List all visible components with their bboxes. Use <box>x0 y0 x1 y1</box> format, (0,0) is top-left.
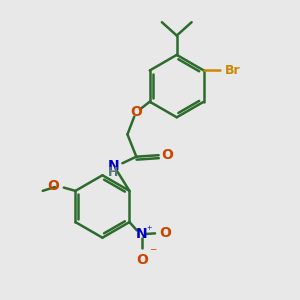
Text: O: O <box>159 226 171 240</box>
Text: $^-$: $^-$ <box>148 247 159 260</box>
Text: H: H <box>108 166 118 178</box>
Text: O: O <box>130 105 142 119</box>
Text: O: O <box>161 148 173 162</box>
Text: N: N <box>136 227 148 241</box>
Text: O: O <box>136 253 148 267</box>
Text: Br: Br <box>225 64 240 77</box>
Text: $^+$: $^+$ <box>145 225 153 236</box>
Text: O: O <box>47 179 59 194</box>
Text: N: N <box>108 159 119 172</box>
